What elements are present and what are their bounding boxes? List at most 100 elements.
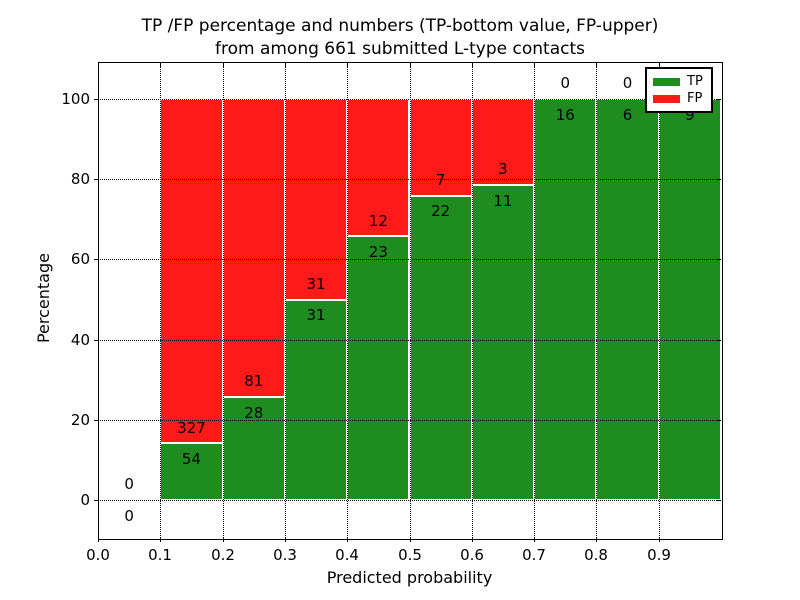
bar-segment-tp <box>471 184 535 500</box>
y-tick-mark <box>94 99 98 100</box>
y-tick-label: 60 <box>70 250 90 268</box>
legend-swatch-tp <box>653 77 680 86</box>
x-tick-mark <box>285 538 286 542</box>
bar-label-tp: 6 <box>622 105 633 124</box>
x-top-tick-mark <box>223 63 224 68</box>
y-right-tick-mark <box>716 420 721 421</box>
x-top-tick-mark <box>347 63 348 68</box>
x-tick-mark <box>596 538 597 542</box>
bar-label-tp: 0 <box>124 506 134 525</box>
y-tick-label: 80 <box>70 170 90 188</box>
x-tick-mark <box>160 538 161 542</box>
x-tick-label: 0.9 <box>647 546 671 564</box>
y-tick-label: 100 <box>61 90 90 108</box>
gridline-horizontal <box>98 99 721 100</box>
x-tick-label: 0.0 <box>86 546 110 564</box>
bar-label-fp: 12 <box>368 211 388 230</box>
bar-label-tp: 9 <box>685 105 695 124</box>
bar-label-fp: 81 <box>244 372 264 391</box>
y-tick-mark <box>94 420 98 421</box>
bar-label-tp: 28 <box>244 403 264 422</box>
x-tick-label: 0.7 <box>522 546 546 564</box>
bar-segment-fp <box>222 99 285 397</box>
y-right-tick-mark <box>716 340 721 341</box>
y-tick-mark <box>94 259 98 260</box>
y-right-tick-mark <box>716 500 721 501</box>
x-tick-mark <box>98 538 99 542</box>
legend: TP FP <box>645 67 713 113</box>
x-tick-mark <box>659 538 660 542</box>
x-tick-label: 0.2 <box>211 546 235 564</box>
x-top-tick-mark <box>596 63 597 68</box>
bar-label-fp: 3 <box>498 160 508 179</box>
x-tick-mark <box>347 538 348 542</box>
gridline-vertical <box>534 62 535 538</box>
gridline-vertical <box>659 62 660 538</box>
y-right-tick-mark <box>716 179 721 180</box>
x-axis-label: Predicted probability <box>326 568 493 587</box>
bar-segment-fp <box>160 99 223 444</box>
bar-label-fp: 31 <box>306 274 326 293</box>
bar-label-tp: 16 <box>555 105 575 124</box>
x-tick-label: 0.5 <box>398 546 422 564</box>
gridline-horizontal <box>98 179 721 180</box>
legend-swatch-fp <box>653 94 680 103</box>
x-tick-label: 0.1 <box>148 546 172 564</box>
gridline-horizontal <box>98 500 721 501</box>
bar-segment-tp <box>596 99 659 500</box>
x-top-tick-mark <box>659 63 660 68</box>
bar-label-fp: 327 <box>177 418 206 437</box>
bar-label-fp: 0 <box>622 74 633 93</box>
gridline-vertical <box>285 62 286 538</box>
y-right-tick-mark <box>716 259 721 260</box>
bar-segment-tp <box>658 99 721 500</box>
bar-segment-fp <box>284 99 348 300</box>
x-top-tick-mark <box>285 63 286 68</box>
legend-label-tp: TP <box>687 74 703 89</box>
gridline-horizontal <box>98 420 721 421</box>
chart-title: TP /FP percentage and numbers (TP-bottom… <box>0 15 800 61</box>
y-tick-label: 0 <box>80 491 90 509</box>
x-top-tick-mark <box>98 63 99 68</box>
bar-label-fp: 0 <box>124 475 134 494</box>
bar-label-fp: 7 <box>435 171 446 190</box>
bar-label-tp: 11 <box>493 191 513 210</box>
chart-title-line2: from among 661 submitted L-type contacts <box>214 39 585 59</box>
bar-label-fp: 0 <box>560 74 571 93</box>
y-tick-label: 40 <box>70 331 90 349</box>
bar-label-tp: 22 <box>431 202 451 221</box>
y-axis-label: Percentage <box>34 253 53 344</box>
x-tick-mark <box>472 538 473 542</box>
x-tick-label: 0.6 <box>460 546 484 564</box>
gridline-vertical <box>223 62 224 538</box>
gridline-horizontal <box>98 259 721 260</box>
x-tick-mark <box>223 538 224 542</box>
bar-segment-tp <box>347 236 410 500</box>
x-top-tick-mark <box>410 63 411 68</box>
x-tick-label: 0.3 <box>273 546 297 564</box>
gridline-vertical <box>472 62 473 538</box>
y-right-tick-mark <box>716 99 721 100</box>
x-top-tick-mark <box>160 63 161 68</box>
x-top-tick-mark <box>534 63 535 68</box>
bar-segment-fp <box>471 99 535 185</box>
gridline-vertical <box>410 62 411 538</box>
bar-label-tp: 23 <box>368 243 388 262</box>
gridline-horizontal <box>98 340 721 341</box>
y-tick-mark <box>94 500 98 501</box>
bar-segment-tp <box>160 443 223 500</box>
legend-item: FP <box>653 92 705 106</box>
bar-label-tp: 54 <box>181 449 201 468</box>
x-tick-mark <box>410 538 411 542</box>
y-tick-mark <box>94 179 98 180</box>
x-top-tick-mark <box>472 63 473 68</box>
bar-segment-tp <box>534 99 597 500</box>
bar-segment-tp <box>284 299 348 500</box>
y-tick-label: 20 <box>70 411 90 429</box>
legend-label-fp: FP <box>687 91 703 106</box>
x-tick-mark <box>534 538 535 542</box>
x-tick-label: 0.8 <box>584 546 608 564</box>
gridline-vertical <box>160 62 161 538</box>
gridline-vertical <box>347 62 348 538</box>
